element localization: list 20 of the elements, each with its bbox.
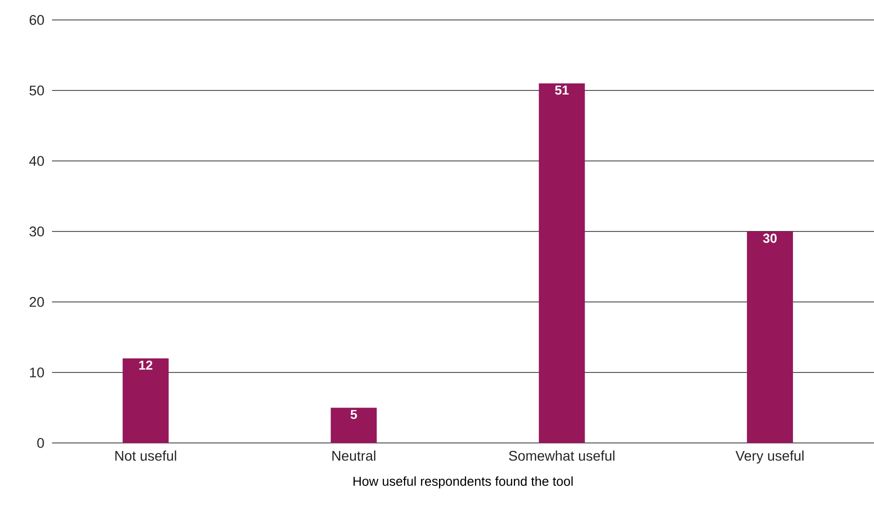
bar [746,231,793,443]
y-tick-label: 10 [30,368,44,378]
bar [122,358,169,443]
y-tick-label: 30 [30,226,44,236]
data-label: 30 [763,234,777,243]
x-tick-label: Neutral [332,450,376,461]
bar [538,83,585,443]
y-tick-label: 60 [30,15,44,25]
x-tick-label: Very useful [736,450,804,464]
data-label: 51 [555,86,569,95]
x-tick-label: Somewhat useful [509,450,614,461]
y-tick-label: 50 [30,86,44,96]
data-label: 5 [350,410,357,419]
x-tick-label: Not useful [115,450,176,461]
y-tick-label: 0 [37,438,44,448]
y-tick-label: 40 [29,156,44,166]
y-tick-label: 20 [30,297,44,307]
data-label: 12 [139,360,152,370]
bar [330,408,377,443]
x-axis-title: How useful respondents found the tool [354,476,573,488]
